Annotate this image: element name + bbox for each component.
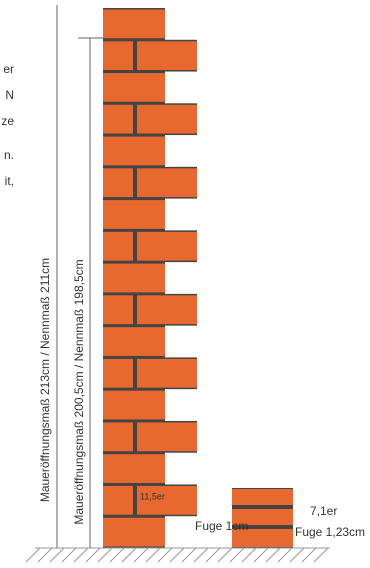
brick: [103, 263, 165, 293]
hatch-line: [133, 547, 149, 563]
brick: [103, 517, 165, 547]
hatch-line: [73, 547, 89, 563]
inner-dimension: Maueröffnungsmaß 200,5cm / Nennmaß 198,5…: [72, 259, 86, 524]
hatch-line: [301, 547, 317, 563]
hatch-line: [169, 547, 185, 563]
joint-label: Fuge 1,23cm: [295, 525, 365, 539]
hatch-line: [25, 547, 41, 563]
brick: [103, 9, 165, 39]
brick: [103, 104, 133, 134]
brick: [103, 485, 133, 515]
brick: [103, 200, 165, 229]
cut-text-line: ze: [1, 114, 14, 128]
brick: [103, 358, 133, 388]
joint-label: Fuge 1cm: [195, 519, 248, 533]
brick: [103, 231, 133, 261]
brick: [103, 41, 133, 71]
brick: [103, 422, 133, 452]
brick: [137, 358, 197, 388]
hatch-line: [217, 547, 233, 563]
hatch-line: [289, 547, 305, 563]
brick: [232, 529, 293, 547]
hatch-line: [157, 547, 173, 563]
hatch-line: [241, 547, 257, 563]
brick: [103, 136, 165, 166]
brick: [137, 168, 197, 198]
brick: [137, 231, 197, 261]
hatch-line: [85, 547, 101, 563]
brick: [103, 168, 133, 198]
hatch-line: [97, 547, 113, 563]
cut-text-line: er: [3, 62, 14, 76]
hatch-line: [313, 547, 329, 563]
hatch-line: [109, 547, 125, 563]
hatch-line: [145, 547, 161, 563]
brick: [103, 73, 165, 102]
hatch-line: [37, 547, 53, 563]
brick-label: 11,5er: [140, 491, 165, 501]
brick: [232, 509, 293, 525]
brick: [137, 104, 197, 134]
hatch-line: [193, 547, 209, 563]
brick: [103, 295, 133, 325]
brick-label: 7,1er: [310, 504, 337, 518]
hatch-line: [265, 547, 281, 563]
cut-text-line: n.: [4, 148, 14, 162]
brick: [137, 41, 197, 71]
brick: [103, 390, 165, 420]
hatch-line: [61, 547, 77, 563]
hatch-line: [49, 547, 65, 563]
brick: [137, 295, 197, 325]
cut-text-line: it,: [5, 174, 14, 188]
hatch-line: [253, 547, 269, 563]
hatch-line: [181, 547, 197, 563]
brick: [137, 485, 197, 515]
hatch-line: [229, 547, 245, 563]
hatch-line: [205, 547, 221, 563]
brick: [103, 454, 165, 483]
brick-wall: [103, 8, 293, 548]
brick: [103, 327, 165, 356]
hatch-line: [277, 547, 293, 563]
brick: [137, 422, 197, 452]
outer-dimension: Maueröffnungsmaß 213cm / Nennmaß 211cm: [38, 258, 52, 502]
brick: [232, 489, 293, 505]
hatch-line: [121, 547, 137, 563]
cut-text-line: N: [5, 88, 14, 102]
cut-text: er N ze n. it,: [1, 62, 14, 188]
ground-hatching: [25, 547, 330, 563]
